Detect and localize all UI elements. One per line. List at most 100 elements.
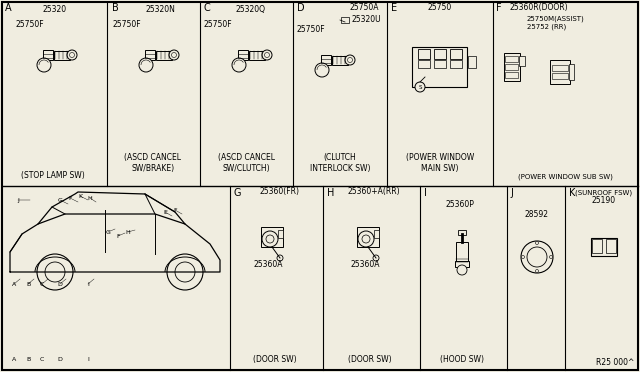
- Text: (DOOR SW): (DOOR SW): [348, 355, 392, 364]
- Circle shape: [536, 269, 538, 273]
- Text: 25360A: 25360A: [350, 260, 380, 269]
- Circle shape: [315, 63, 329, 77]
- Circle shape: [522, 256, 525, 259]
- Text: I: I: [424, 188, 427, 198]
- Bar: [606, 239, 616, 253]
- Bar: [332, 55, 348, 64]
- Circle shape: [262, 50, 272, 60]
- Text: 25320N: 25320N: [145, 5, 175, 14]
- Bar: [145, 50, 155, 60]
- Circle shape: [139, 58, 153, 72]
- Text: I: I: [87, 357, 89, 362]
- Text: G: G: [234, 188, 241, 198]
- Circle shape: [277, 255, 283, 261]
- Text: 25752 (RR): 25752 (RR): [527, 23, 566, 29]
- Text: 25360R(DOOR): 25360R(DOOR): [510, 3, 568, 12]
- Bar: [341, 17, 349, 23]
- Text: 25750A: 25750A: [350, 3, 380, 12]
- Circle shape: [167, 254, 203, 290]
- Text: C: C: [204, 3, 211, 13]
- Text: (STOP LAMP SW): (STOP LAMP SW): [21, 171, 85, 180]
- Text: 25320Q: 25320Q: [235, 5, 265, 14]
- Text: F: F: [68, 196, 72, 201]
- Text: G: G: [106, 230, 111, 234]
- Text: (POWER WINDOW SUB SW): (POWER WINDOW SUB SW): [518, 173, 612, 180]
- Bar: [156, 51, 172, 60]
- Text: 25750F: 25750F: [112, 20, 141, 29]
- Text: (ASCD CANCEL
SW/CLUTCH): (ASCD CANCEL SW/CLUTCH): [218, 153, 275, 173]
- Text: A: A: [12, 357, 16, 362]
- Bar: [249, 51, 265, 60]
- Text: J: J: [17, 198, 19, 202]
- Circle shape: [348, 58, 353, 62]
- Text: 25750: 25750: [428, 3, 452, 12]
- Text: C: C: [40, 282, 44, 286]
- Text: (CLUTCH
INTERLOCK SW): (CLUTCH INTERLOCK SW): [310, 153, 371, 173]
- Text: C: C: [40, 357, 44, 362]
- Text: I: I: [87, 282, 89, 286]
- Text: G: G: [58, 198, 63, 202]
- Text: J: J: [510, 188, 513, 198]
- Text: (HOOD SW): (HOOD SW): [440, 355, 484, 364]
- Circle shape: [345, 55, 355, 65]
- Text: (SUNROOF FSW): (SUNROOF FSW): [575, 189, 632, 196]
- Bar: [434, 60, 446, 68]
- Bar: [418, 49, 430, 59]
- Bar: [418, 60, 430, 68]
- Text: E: E: [391, 3, 397, 13]
- Circle shape: [169, 50, 179, 60]
- Bar: [506, 72, 518, 78]
- Bar: [592, 239, 602, 253]
- Circle shape: [521, 241, 553, 273]
- Bar: [413, 47, 467, 87]
- Bar: [261, 227, 283, 247]
- Text: B: B: [26, 282, 30, 286]
- Text: D: D: [58, 282, 63, 286]
- Bar: [506, 56, 518, 62]
- Circle shape: [67, 50, 77, 60]
- Text: A: A: [5, 3, 12, 13]
- Bar: [504, 53, 520, 81]
- Text: (DOOR SW): (DOOR SW): [253, 355, 297, 364]
- Text: F: F: [173, 208, 177, 212]
- Bar: [458, 230, 466, 234]
- Circle shape: [37, 254, 73, 290]
- Circle shape: [266, 235, 274, 243]
- Text: B: B: [26, 357, 30, 362]
- Bar: [455, 261, 469, 267]
- Circle shape: [70, 52, 74, 58]
- Circle shape: [358, 231, 374, 247]
- Bar: [456, 242, 468, 262]
- Text: H: H: [327, 188, 334, 198]
- Circle shape: [172, 52, 177, 58]
- Text: F: F: [116, 234, 120, 238]
- Text: R25 000^: R25 000^: [596, 358, 634, 367]
- Text: K: K: [569, 188, 575, 198]
- Bar: [238, 50, 248, 60]
- Bar: [434, 49, 446, 59]
- Text: 25750M(ASSIST): 25750M(ASSIST): [527, 15, 585, 22]
- Text: D: D: [297, 3, 305, 13]
- Text: 25750F: 25750F: [204, 20, 232, 29]
- Text: (POWER WINDOW
MAIN SW): (POWER WINDOW MAIN SW): [406, 153, 474, 173]
- Text: 25320: 25320: [43, 5, 67, 14]
- Bar: [552, 73, 568, 79]
- Circle shape: [415, 82, 425, 92]
- Bar: [321, 55, 331, 65]
- Bar: [519, 56, 525, 66]
- Text: H: H: [125, 230, 131, 234]
- Circle shape: [264, 52, 269, 58]
- Text: 25360+A(RR): 25360+A(RR): [348, 187, 401, 196]
- Text: H: H: [88, 196, 92, 201]
- Text: F: F: [496, 3, 502, 13]
- Text: K: K: [78, 193, 82, 199]
- Bar: [506, 64, 518, 70]
- Bar: [357, 227, 379, 247]
- Text: 25190: 25190: [592, 196, 616, 205]
- Bar: [54, 51, 70, 60]
- Text: 25320U: 25320U: [352, 15, 381, 24]
- Text: 25360P: 25360P: [445, 200, 474, 209]
- Text: 25750F: 25750F: [15, 20, 44, 29]
- Circle shape: [45, 262, 65, 282]
- Bar: [278, 230, 284, 238]
